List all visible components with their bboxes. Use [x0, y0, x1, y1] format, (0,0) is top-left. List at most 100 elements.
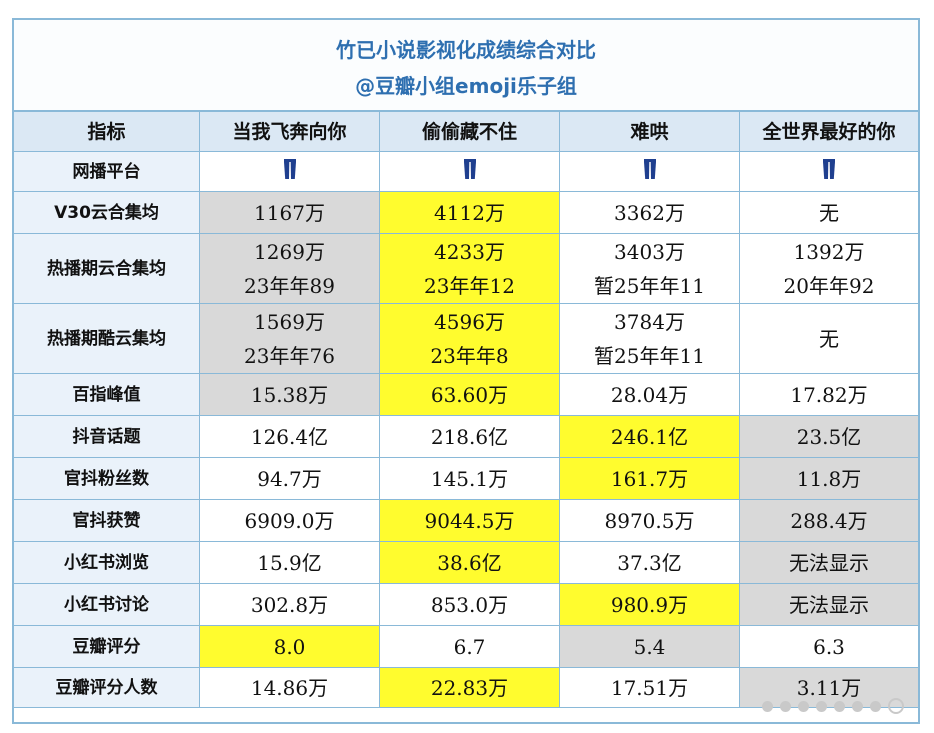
cell-value: 23年年8: [430, 343, 509, 368]
table-cell: 8970.5万: [560, 500, 740, 542]
cell-value: 17.51万: [610, 675, 689, 700]
cell-value: 161.7万: [610, 466, 689, 491]
cell-value: 1569万: [254, 309, 325, 334]
cell-value: 9044.5万: [424, 508, 515, 533]
cell-value: 15.38万: [250, 382, 329, 407]
platform-cell-4: [740, 152, 918, 192]
table-cell: 1167万: [200, 192, 380, 234]
cell-value: 6.3: [813, 634, 845, 659]
cell-value: 无法显示: [789, 550, 869, 575]
table-cell: 3403万 暂25年年11: [560, 234, 740, 304]
cell-value: 4112万: [434, 200, 505, 225]
row-label: 豆瓣评分人数: [14, 668, 200, 708]
table-cell: 15.9亿: [200, 542, 380, 584]
table-cell: 1569万 23年年76: [200, 304, 380, 374]
table-cell: 4112万: [380, 192, 560, 234]
cell-value: 无: [819, 200, 839, 225]
watermark-dots: [762, 698, 904, 714]
table-cell: 无: [740, 304, 918, 374]
cell-value: 20年年92: [783, 273, 875, 298]
table-cell: 3784万暂25年年11: [560, 304, 740, 374]
cell-value: 4596万: [434, 309, 505, 334]
cell-value: 218.6亿: [430, 424, 509, 449]
cell-value: 23.5亿: [796, 424, 862, 449]
table-cell: 4596万 23年年8: [380, 304, 560, 374]
header-col-3: 难哄: [560, 112, 740, 152]
cell-value: 126.4亿: [250, 424, 329, 449]
table-cell: 218.6亿: [380, 416, 560, 458]
table-cell: 38.6亿: [380, 542, 560, 584]
table-cell: 853.0万: [380, 584, 560, 626]
table-cell: 17.51万: [560, 668, 740, 708]
table-cell: 15.38万: [200, 374, 380, 416]
header-col-1: 当我飞奔向你: [200, 112, 380, 152]
cell-value: 1269万: [254, 239, 325, 264]
table-cell: 3362万: [560, 192, 740, 234]
platform-cell-1: [200, 152, 380, 192]
table-cell: 302.8万: [200, 584, 380, 626]
row-label: 热播期云合集均: [14, 234, 200, 304]
cell-value: 4233万: [434, 239, 505, 264]
table-cell: 无: [740, 192, 918, 234]
cell-value: 17.82万: [790, 382, 868, 407]
table-cell: 145.1万: [380, 458, 560, 500]
platform-cell-2: [380, 152, 560, 192]
page-title: 竹已小说影视化成绩综合对比: [336, 38, 596, 62]
cell-value: 3362万: [614, 200, 685, 225]
cell-value: 无: [819, 326, 839, 351]
table-cell: 17.82万: [740, 374, 918, 416]
table-cell: 288.4万: [740, 500, 918, 542]
table-cell: 9044.5万: [380, 500, 560, 542]
table-cell: 246.1亿: [560, 416, 740, 458]
cell-value: 288.4万: [790, 508, 868, 533]
table-cell: 4233万 23年年12: [380, 234, 560, 304]
table-cell: 6.3: [740, 626, 918, 668]
cell-value: 暂25年年11: [594, 343, 705, 368]
table-cell: 1392万 20年年92: [740, 234, 918, 304]
cell-value: 1392万: [793, 239, 865, 264]
jeans-icon: [822, 155, 836, 189]
cell-value: 38.6亿: [437, 550, 502, 575]
cell-value: 145.1万: [430, 466, 509, 491]
row-label: 豆瓣评分: [14, 626, 200, 668]
cell-value: 15.9亿: [257, 550, 322, 575]
cell-value: 980.9万: [610, 592, 689, 617]
comparison-table-frame: 竹已小说影视化成绩综合对比 @豆瓣小组emoji乐子组 指标 当我飞奔向你 偷偷…: [12, 18, 920, 724]
table-cell: 94.7万: [200, 458, 380, 500]
table-cell: 28.04万: [560, 374, 740, 416]
cell-value: 3.11万: [796, 675, 862, 700]
table-cell: 37.3亿: [560, 542, 740, 584]
jeans-icon: [283, 155, 297, 189]
header-col-2: 偷偷藏不住: [380, 112, 560, 152]
title-area: 竹已小说影视化成绩综合对比 @豆瓣小组emoji乐子组: [14, 20, 918, 112]
cell-value: 无法显示: [789, 592, 869, 617]
cell-value: 暂25年年11: [594, 273, 705, 298]
cell-value: 14.86万: [250, 675, 329, 700]
cell-value: 6.7: [453, 634, 486, 659]
cell-value: 8.0: [273, 634, 306, 659]
cell-value: 37.3亿: [617, 550, 682, 575]
page-subtitle: @豆瓣小组emoji乐子组: [355, 74, 577, 98]
cell-value: 22.83万: [430, 675, 509, 700]
cell-value: 302.8万: [250, 592, 329, 617]
table-cell: 5.4: [560, 626, 740, 668]
table-cell: 63.60万: [380, 374, 560, 416]
cell-value: 23年年76: [244, 343, 335, 368]
header-col-4: 全世界最好的你: [740, 112, 918, 152]
table-cell: 无法显示: [740, 584, 918, 626]
table-cell: 161.7万: [560, 458, 740, 500]
cell-value: 246.1亿: [610, 424, 689, 449]
row-label: 官抖粉丝数: [14, 458, 200, 500]
table-cell: 23.5亿: [740, 416, 918, 458]
row-label: V30云合集均: [14, 192, 200, 234]
table-cell: 无法显示: [740, 542, 918, 584]
cell-value: 28.04万: [610, 382, 689, 407]
table-cell: 3.11万: [740, 668, 918, 708]
row-label: 小红书浏览: [14, 542, 200, 584]
cell-value: 94.7万: [257, 466, 322, 491]
cell-value: 63.60万: [430, 382, 509, 407]
cell-value: 6909.0万: [244, 508, 335, 533]
table-cell: 11.8万: [740, 458, 918, 500]
cell-value: 1167万: [254, 200, 325, 225]
cell-value: 3784万: [614, 309, 685, 334]
